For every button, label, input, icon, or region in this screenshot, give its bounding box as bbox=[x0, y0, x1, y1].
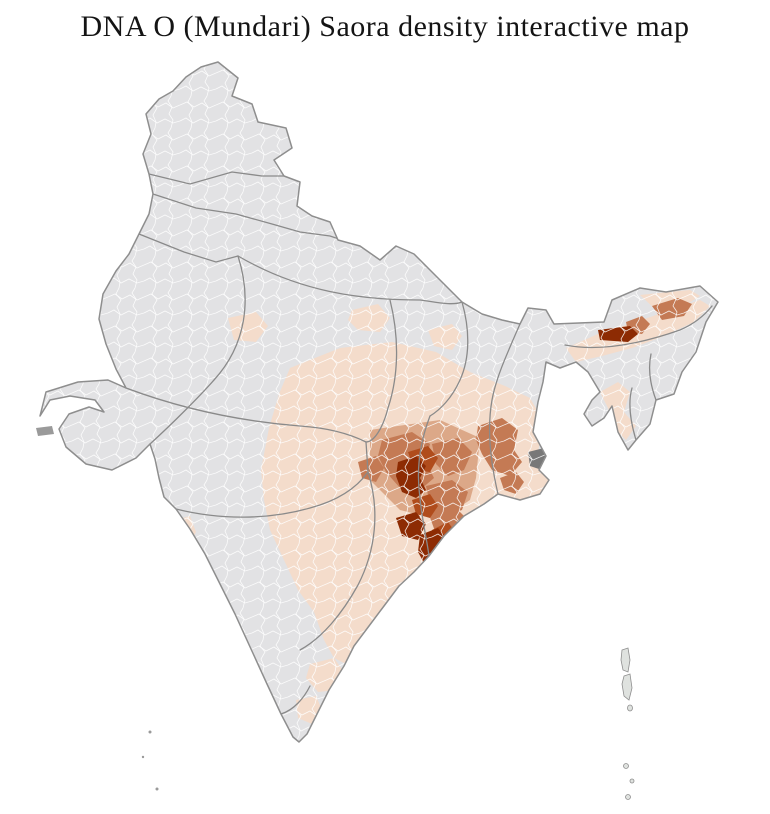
state-boundary bbox=[365, 299, 398, 443]
state-boundary bbox=[649, 353, 657, 401]
nicobar-islands[interactable] bbox=[623, 763, 635, 800]
lakshadweep-island[interactable] bbox=[141, 755, 145, 759]
state-boundary bbox=[299, 471, 376, 651]
map-title: DNA O (Mundari) Saora density interactiv… bbox=[80, 10, 690, 43]
state-boundary bbox=[148, 171, 285, 185]
state-boundary bbox=[125, 387, 367, 443]
state-boundary bbox=[417, 415, 431, 557]
state-boundary bbox=[488, 323, 521, 495]
state-boundary bbox=[175, 471, 369, 518]
state-boundary bbox=[149, 255, 246, 445]
lakshadweep-island[interactable] bbox=[148, 730, 152, 734]
region-diu-speck[interactable] bbox=[36, 426, 54, 436]
state-boundary bbox=[237, 255, 463, 305]
state-boundary bbox=[280, 685, 311, 715]
lakshadweep-island[interactable] bbox=[155, 787, 159, 791]
lakshadweep-islands[interactable] bbox=[141, 730, 159, 791]
state-boundaries bbox=[125, 171, 713, 715]
state-boundary bbox=[564, 305, 713, 349]
state-boundary bbox=[152, 193, 361, 247]
nicobar-island[interactable] bbox=[623, 763, 629, 769]
andaman-island[interactable] bbox=[627, 704, 633, 712]
state-boundary bbox=[629, 387, 637, 441]
state-boundary bbox=[429, 301, 469, 417]
nicobar-island[interactable] bbox=[629, 778, 635, 784]
andaman-islands[interactable] bbox=[620, 647, 633, 712]
nicobar-island[interactable] bbox=[625, 794, 631, 800]
india-outline bbox=[39, 61, 719, 743]
state-boundary bbox=[365, 441, 369, 473]
andaman-island[interactable] bbox=[621, 673, 633, 701]
state-boundary bbox=[138, 233, 239, 263]
andaman-island[interactable] bbox=[620, 647, 631, 673]
